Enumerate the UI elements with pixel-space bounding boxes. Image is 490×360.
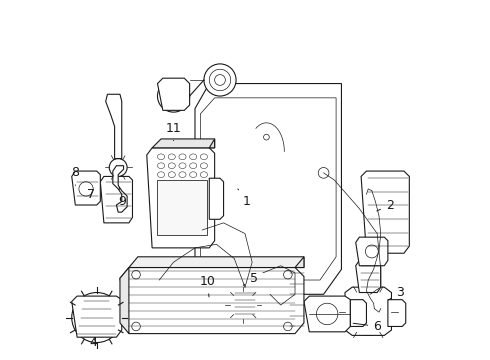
Text: 8: 8 bbox=[72, 166, 79, 185]
Text: 7: 7 bbox=[87, 188, 101, 201]
Ellipse shape bbox=[109, 158, 127, 176]
Ellipse shape bbox=[157, 80, 190, 112]
Polygon shape bbox=[147, 148, 215, 248]
Ellipse shape bbox=[230, 292, 257, 319]
Polygon shape bbox=[193, 84, 342, 294]
Text: 1: 1 bbox=[238, 189, 251, 208]
Polygon shape bbox=[157, 78, 190, 111]
Polygon shape bbox=[304, 296, 350, 332]
Text: 6: 6 bbox=[353, 320, 381, 333]
Polygon shape bbox=[120, 267, 304, 334]
Ellipse shape bbox=[204, 64, 236, 96]
Polygon shape bbox=[361, 171, 409, 253]
Polygon shape bbox=[345, 287, 392, 336]
Polygon shape bbox=[209, 139, 215, 148]
Polygon shape bbox=[129, 257, 304, 267]
Polygon shape bbox=[72, 296, 122, 337]
Polygon shape bbox=[72, 171, 100, 205]
Polygon shape bbox=[157, 180, 207, 235]
Ellipse shape bbox=[72, 293, 122, 342]
Polygon shape bbox=[209, 178, 223, 219]
Text: 10: 10 bbox=[199, 275, 216, 297]
Ellipse shape bbox=[345, 289, 392, 336]
Polygon shape bbox=[113, 166, 127, 212]
Polygon shape bbox=[295, 257, 304, 267]
Polygon shape bbox=[356, 260, 381, 293]
Text: 5: 5 bbox=[243, 272, 258, 285]
Polygon shape bbox=[388, 300, 406, 327]
Text: 11: 11 bbox=[166, 122, 181, 141]
Polygon shape bbox=[106, 94, 122, 158]
Text: 2: 2 bbox=[377, 198, 393, 212]
Polygon shape bbox=[350, 300, 367, 327]
Polygon shape bbox=[152, 139, 215, 148]
Polygon shape bbox=[100, 176, 132, 223]
Polygon shape bbox=[231, 287, 258, 318]
Polygon shape bbox=[120, 267, 129, 334]
Text: 3: 3 bbox=[389, 286, 404, 300]
Text: 4: 4 bbox=[89, 336, 97, 349]
Polygon shape bbox=[356, 237, 388, 266]
Text: 9: 9 bbox=[118, 187, 126, 208]
